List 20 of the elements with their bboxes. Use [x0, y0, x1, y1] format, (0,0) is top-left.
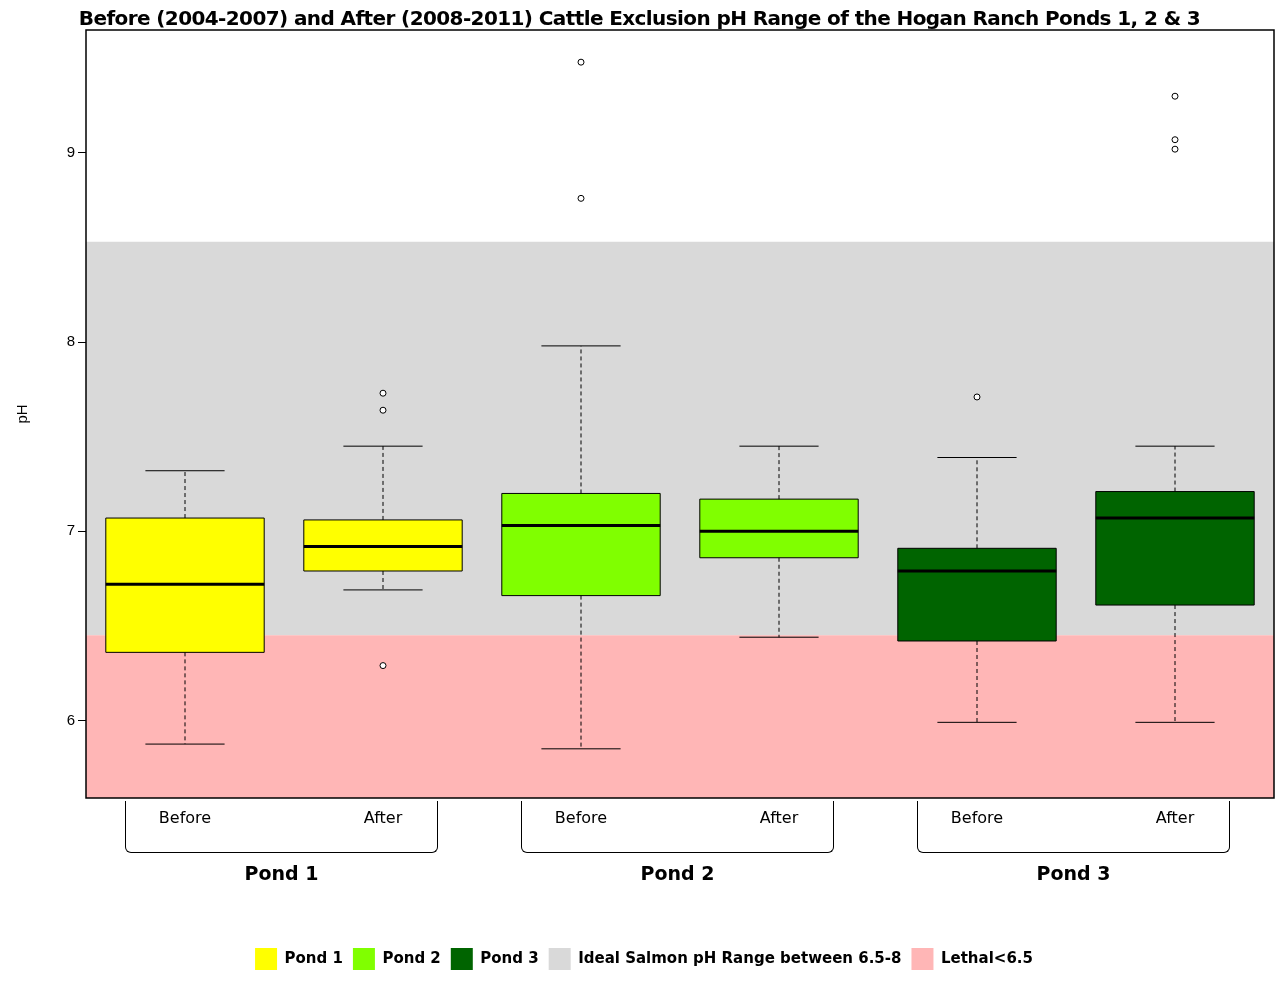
legend-label: Ideal Salmon pH Range between 6.5-8 — [578, 948, 902, 967]
y-tick-label: 6 — [66, 710, 75, 728]
x-tick-label: After — [1155, 807, 1195, 827]
x-tick-label: Before — [158, 807, 212, 827]
y-tick-label: 7 — [66, 521, 75, 539]
y-axis-title: pH — [13, 404, 31, 424]
legend-label: Pond 1 — [284, 948, 343, 967]
x-tick-label: After — [759, 807, 799, 827]
legend-label: Pond 2 — [382, 948, 441, 967]
y-tick-label: 8 — [66, 332, 75, 350]
chart-title: Before (2004-2007) and After (2008-2011) Cattle Exclusion pH Range of the Hogan Ranch Ponds 1, 2 & 3 — [77, 6, 1202, 30]
text: Pond 1 — [243, 862, 320, 884]
x-tick-label: After — [363, 807, 403, 827]
y-tick-label: 9 — [66, 143, 75, 161]
x-tick-label: Before — [950, 807, 1004, 827]
legend-label: Lethal<6.5 — [940, 948, 1033, 967]
text: Pond 3 — [1035, 862, 1112, 884]
text: Pond 2 — [639, 862, 716, 884]
x-tick-label: Before — [554, 807, 608, 827]
legend-label: Pond 3 — [480, 948, 539, 967]
